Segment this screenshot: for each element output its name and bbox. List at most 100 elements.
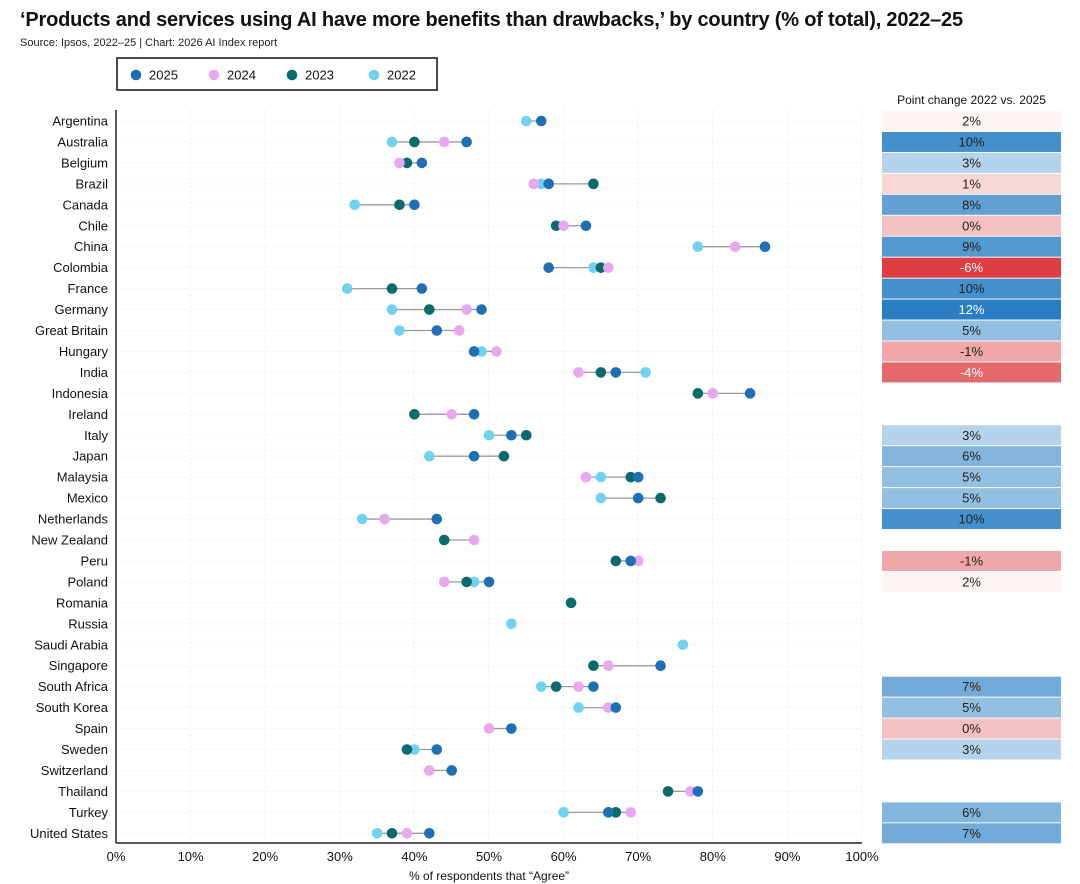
country-label: New Zealand: [31, 533, 108, 548]
country-row-malaysia: Malaysia: [57, 470, 644, 485]
change-cell-canada: [882, 194, 1061, 215]
dot-2024: [446, 409, 458, 420]
dot-2023: [610, 555, 622, 567]
dot-2025: [625, 555, 637, 567]
dot-2022: [573, 702, 584, 713]
country-row-germany: Germany: [55, 302, 487, 317]
dot-2023: [588, 660, 599, 671]
dot-2023: [662, 786, 674, 797]
change-cell-chile: [882, 215, 1061, 236]
legend-box: [116, 57, 438, 91]
country-row-argentina: Argentina: [52, 114, 547, 129]
dot-2022: [371, 828, 383, 839]
change-cell-hungary: [882, 341, 1061, 362]
country-row-great-britain: Great Britain: [35, 323, 465, 338]
dot-2025: [431, 513, 443, 525]
country-label: Romania: [56, 595, 109, 610]
dot-2024: [729, 241, 741, 252]
dot-2022: [356, 513, 368, 525]
change-cell-argentina: [882, 111, 1061, 131]
country-label: Hungary: [59, 344, 109, 359]
legend-marker-2024: [208, 69, 220, 81]
dot-2023: [692, 388, 704, 399]
country-label: Russia: [68, 616, 109, 631]
change-cell-china: [882, 236, 1061, 257]
dot-2022: [349, 199, 361, 211]
country-label: South Africa: [38, 679, 109, 694]
dot-2025: [632, 492, 644, 504]
country-label: Malaysia: [57, 470, 109, 485]
dot-2022: [409, 744, 420, 755]
country-row-turkey: Turkey: [69, 805, 637, 820]
change-cell-great-britain: [882, 320, 1061, 341]
country-label: Italy: [84, 428, 108, 443]
country-row-russia: Russia: [68, 616, 517, 631]
country-label: Chile: [78, 218, 108, 233]
legend-label-2023: 2023: [305, 68, 334, 83]
change-label: 10%: [958, 281, 984, 296]
change-cell-brazil: [882, 173, 1061, 194]
dot-2023: [610, 807, 622, 818]
dot-2022: [468, 576, 480, 588]
dot-2023: [550, 681, 562, 692]
country-row-new-zealand: New Zealand: [31, 533, 480, 548]
change-cell-sweden: [882, 739, 1061, 760]
country-row-hungary: Hungary: [59, 344, 502, 359]
dot-2024: [438, 576, 450, 588]
x-tick-label: 0%: [107, 849, 126, 864]
change-label: 5%: [962, 470, 981, 485]
change-label: -1%: [960, 344, 984, 359]
country-label: Spain: [75, 721, 108, 736]
change-label: 7%: [962, 679, 981, 694]
country-label: China: [74, 239, 109, 254]
change-label: 8%: [962, 197, 981, 212]
chart-subtitle: Source: Ipsos, 2022–25 | Chart: 2026 AI …: [20, 37, 278, 49]
dot-2022: [386, 136, 398, 148]
country-row-thailand: Thailand: [58, 784, 704, 799]
change-label: 12%: [958, 302, 984, 317]
dot-2024: [424, 765, 435, 776]
dot-2025: [588, 681, 599, 692]
dot-2023: [409, 409, 420, 420]
dot-2025: [655, 660, 666, 671]
dot-2024: [468, 534, 480, 546]
dot-2024: [379, 513, 390, 525]
dot-2023: [424, 304, 435, 315]
dot-2022: [424, 450, 435, 462]
change-cell-united-states: [882, 823, 1061, 844]
change-cell-germany: [882, 299, 1061, 320]
country-row-india: India: [80, 365, 651, 380]
x-tick-label: 100%: [845, 849, 879, 864]
legend: 2025 2024 2023 2022: [116, 57, 438, 91]
dot-2025: [416, 283, 428, 294]
change-label: 10%: [958, 134, 984, 149]
dot-2025: [632, 471, 644, 483]
legend-label-2022: 2022: [387, 68, 416, 83]
legend-label-2024: 2024: [227, 68, 256, 83]
country-row-south-africa: South Africa: [38, 679, 599, 694]
dot-2025: [416, 157, 428, 169]
dot-2023: [401, 744, 413, 755]
dot-2024: [453, 325, 465, 336]
country-row-singapore: Singapore: [49, 658, 666, 673]
dot-2025: [535, 115, 547, 127]
x-tick-label: 20%: [252, 849, 278, 864]
country-label: Australia: [57, 134, 108, 149]
dot-2025: [543, 262, 554, 273]
change-cell-turkey: [882, 802, 1061, 823]
x-axis-title: % of respondents that “Agree”: [409, 869, 569, 883]
country-label: Switzerland: [41, 763, 108, 778]
dot-2024: [491, 346, 502, 357]
dot-2024: [401, 828, 413, 839]
dot-2022: [483, 429, 495, 441]
dot-2024: [707, 388, 719, 399]
dot-2025: [603, 807, 614, 818]
dot-2025: [543, 178, 554, 190]
country-row-romania: Romania: [56, 595, 577, 610]
legend-marker-2025: [130, 69, 142, 81]
country-label: Saudi Arabia: [34, 637, 108, 652]
dot-2023: [588, 178, 599, 190]
dot-2023: [438, 534, 450, 546]
x-tick-label: 50%: [476, 849, 502, 864]
country-row-australia: Australia: [57, 134, 472, 149]
